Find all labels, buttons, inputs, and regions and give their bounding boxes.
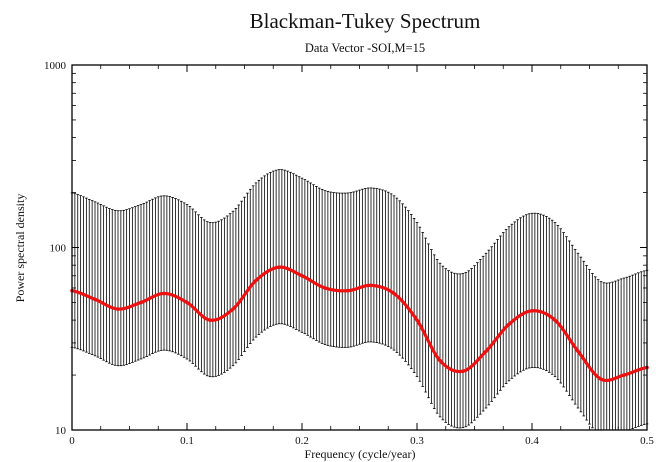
y-tick-label: 10 [55, 425, 67, 437]
data-point [93, 297, 97, 302]
x-axis: 0 0.1 0.2 0.3 0.4 0.5 [69, 65, 654, 447]
data-point [162, 291, 166, 296]
data-point [392, 291, 396, 296]
data-point [461, 369, 465, 373]
data-point [254, 278, 258, 283]
data-point [208, 318, 212, 322]
error-bars [70, 169, 649, 431]
y-axis-label: Power spectral density [13, 194, 27, 303]
data-point [300, 273, 304, 278]
chart-title: Blackman-Tukey Spectrum [250, 9, 481, 33]
data-point [438, 358, 442, 363]
data-point [139, 300, 143, 305]
x-tick-label: 0.1 [180, 435, 194, 447]
data-point [277, 265, 281, 269]
data-point [484, 349, 488, 354]
data-point [231, 307, 235, 311]
data-point [599, 377, 603, 381]
x-tick-label: 0.3 [410, 435, 424, 447]
data-point [323, 286, 327, 290]
data-point [369, 283, 373, 288]
x-tick-label: 0.4 [525, 435, 539, 447]
y-tick-label: 100 [50, 243, 67, 255]
data-point [346, 288, 350, 293]
chart-subtitle: Data Vector -SOI,M=15 [305, 41, 425, 55]
data-point [507, 322, 511, 326]
data-point [185, 300, 189, 305]
data-point [530, 308, 534, 313]
series-line-estimate [70, 265, 649, 383]
data-point [415, 318, 419, 322]
x-tick-label: 0.5 [640, 435, 654, 447]
x-tick-label: 0 [69, 435, 75, 447]
estimate-layer [70, 265, 649, 383]
data-point [576, 349, 580, 354]
data-point [622, 373, 626, 377]
x-axis-label: Frequency (cycle/year) [305, 447, 416, 461]
data-point [116, 307, 120, 311]
x-tick-label: 0.2 [295, 435, 309, 447]
y-tick-label: 1000 [44, 60, 67, 72]
y-axis: 10 100 1000 [44, 60, 647, 437]
data-point [553, 318, 557, 322]
